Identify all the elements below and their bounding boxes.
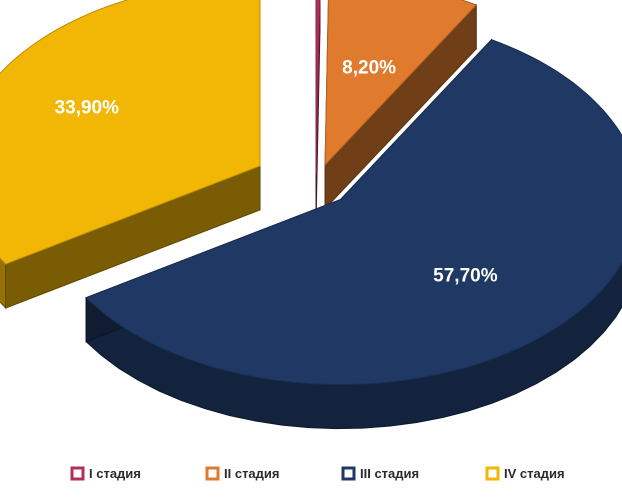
- stage-1-slice[interactable]: [315, 0, 321, 174]
- legend-swatch-stage-4: [485, 466, 500, 481]
- stage-3-slice[interactable]: [85, 39, 622, 386]
- legend: I стадия II стадия III стадия IV стадия: [70, 466, 565, 481]
- legend-label-stage-3: III стадия: [360, 466, 419, 481]
- legend-item-stage-4: IV стадия: [485, 466, 565, 481]
- stage-2-slice[interactable]: [324, 0, 478, 167]
- pie-tops: [0, 0, 622, 386]
- legend-item-stage-2: II стадия: [205, 466, 280, 481]
- legend-label-stage-4: IV стадия: [504, 466, 565, 481]
- legend-item-stage-1: I стадия: [70, 466, 141, 481]
- stage-4-slice[interactable]: [0, 0, 261, 265]
- stage-2-data-label: 8,20%: [342, 58, 396, 79]
- stage-4-data-label: 33,90%: [55, 98, 120, 119]
- legend-label-stage-2: II стадия: [224, 466, 280, 481]
- legend-swatch-stage-3: [341, 466, 356, 481]
- legend-swatch-stage-1: [70, 466, 85, 481]
- legend-label-stage-1: I стадия: [89, 466, 141, 481]
- stage-3-data-label: 57,70%: [433, 265, 498, 286]
- legend-swatch-stage-2: [205, 466, 220, 481]
- pie-labels: 0,20%8,20%57,70%33,90%: [55, 58, 498, 287]
- legend-item-stage-3: III стадия: [341, 466, 419, 481]
